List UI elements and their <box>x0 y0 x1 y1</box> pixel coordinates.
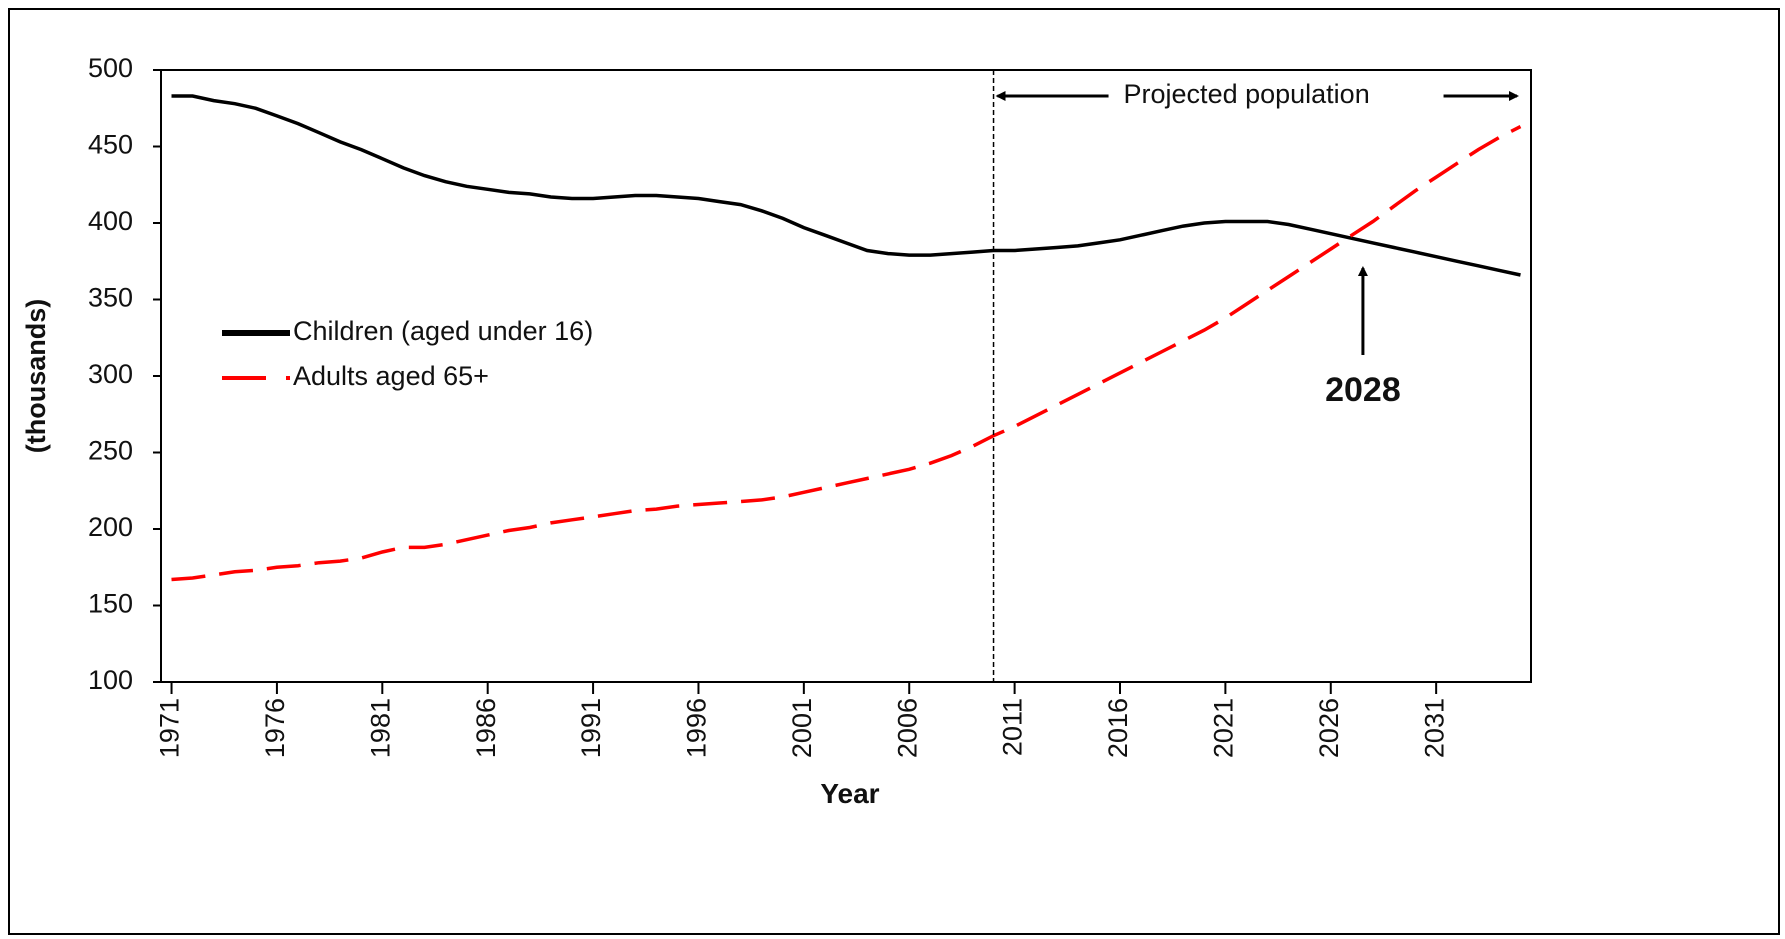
y-tick-label: 350 <box>88 283 133 313</box>
x-tick-label: 1971 <box>155 698 185 758</box>
x-axis-label: Year <box>820 778 879 809</box>
x-tick-label: 2021 <box>1209 698 1239 758</box>
x-tick-label: 2026 <box>1314 698 1344 758</box>
x-tick-label: 1976 <box>260 698 290 758</box>
x-tick-label: 1996 <box>682 698 712 758</box>
y-tick-label: 450 <box>88 130 133 160</box>
y-tick-label: 250 <box>88 436 133 466</box>
y-tick-label: 400 <box>88 206 133 236</box>
outer-border <box>8 8 1780 935</box>
y-tick-label: 150 <box>88 589 133 619</box>
y-tick-label: 500 <box>88 53 133 83</box>
x-tick-label: 2011 <box>998 698 1028 756</box>
y-axis-label: (thousands) <box>21 299 51 454</box>
x-tick-label: 1981 <box>365 698 395 758</box>
x-tick-label: 2006 <box>892 698 922 758</box>
legend-label: Adults aged 65+ <box>293 361 489 391</box>
legend-label: Children (aged under 16) <box>293 316 593 346</box>
projection-label: Projected population <box>1124 79 1370 109</box>
x-tick-label: 2031 <box>1419 698 1449 758</box>
x-tick-label: 2001 <box>787 698 817 758</box>
y-tick-label: 300 <box>88 359 133 389</box>
x-tick-label: 1991 <box>576 698 606 758</box>
y-tick-label: 200 <box>88 512 133 542</box>
series-line <box>171 125 1522 582</box>
crossover-label: 2028 <box>1325 371 1401 409</box>
x-tick-label: 2016 <box>1103 698 1133 758</box>
series-line <box>171 94 1521 277</box>
y-tick-label: 100 <box>88 665 133 695</box>
x-tick-label: 1986 <box>471 698 501 758</box>
